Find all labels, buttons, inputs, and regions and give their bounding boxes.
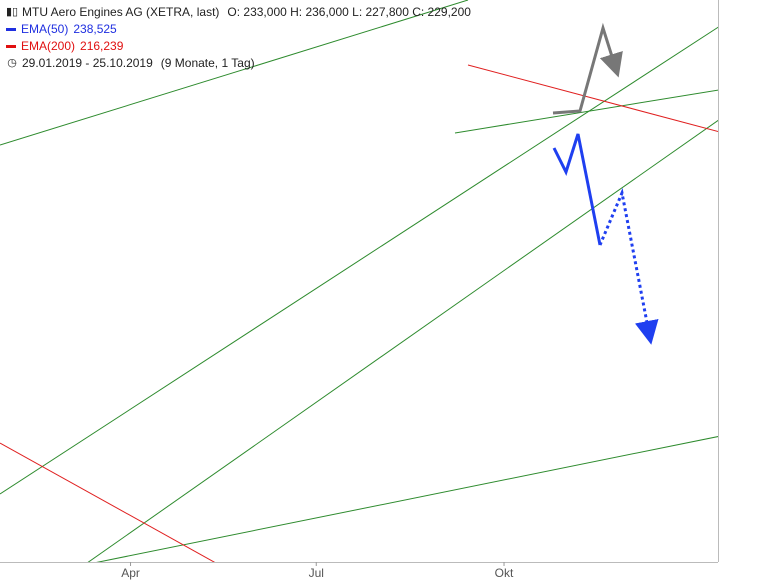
candlestick-icon: ▮▯: [6, 6, 19, 18]
legend-ema200-value: 216,239: [80, 39, 124, 53]
trend-channel-line: [96, 436, 718, 562]
resistance-line: [467, 64, 718, 133]
downtrend-line: [0, 442, 216, 562]
scenario-down-arrow: [552, 133, 602, 246]
scenario-down-dotted-arrow: [598, 187, 659, 345]
legend-title: MTU Aero Engines AG (XETRA, last): [22, 5, 220, 19]
legend-ema200-label: EMA(200): [21, 39, 76, 53]
trend-channel-line: [87, 119, 718, 562]
clock-icon: ◷: [7, 57, 17, 69]
legend-ema50-row: EMA(50) 238,525: [6, 21, 471, 38]
ema200-swatch: [6, 45, 16, 48]
legend-ema50-value: 238,525: [73, 22, 117, 36]
trend-channel-line: [0, 26, 718, 495]
legend-period: 29.01.2019 - 25.10.2019: [22, 56, 153, 70]
legend-title-row: ▮▯ MTU Aero Engines AG (XETRA, last) O: …: [6, 4, 471, 21]
chart-legend: ▮▯ MTU Aero Engines AG (XETRA, last) O: …: [6, 4, 471, 72]
legend-period-detail: (9 Monate, 1 Tag): [160, 56, 255, 70]
trend-channel-line: [454, 89, 718, 134]
legend-ema200-row: EMA(200) 216,239: [6, 38, 471, 55]
scenario-up-arrow: [552, 22, 623, 115]
x-tick-label: Jul: [309, 566, 324, 580]
legend-period-row: ◷ 29.01.2019 - 25.10.2019 (9 Monate, 1 T…: [6, 55, 471, 72]
trend-channel-line: [0, 0, 469, 146]
x-tick-label: Apr: [121, 566, 140, 580]
legend-ohlc: O: 233,000 H: 236,000 L: 227,800 C: 229,…: [227, 5, 471, 19]
legend-ema50-label: EMA(50): [21, 22, 69, 36]
ema50-swatch: [6, 28, 16, 31]
x-tick-label: Okt: [495, 566, 514, 580]
